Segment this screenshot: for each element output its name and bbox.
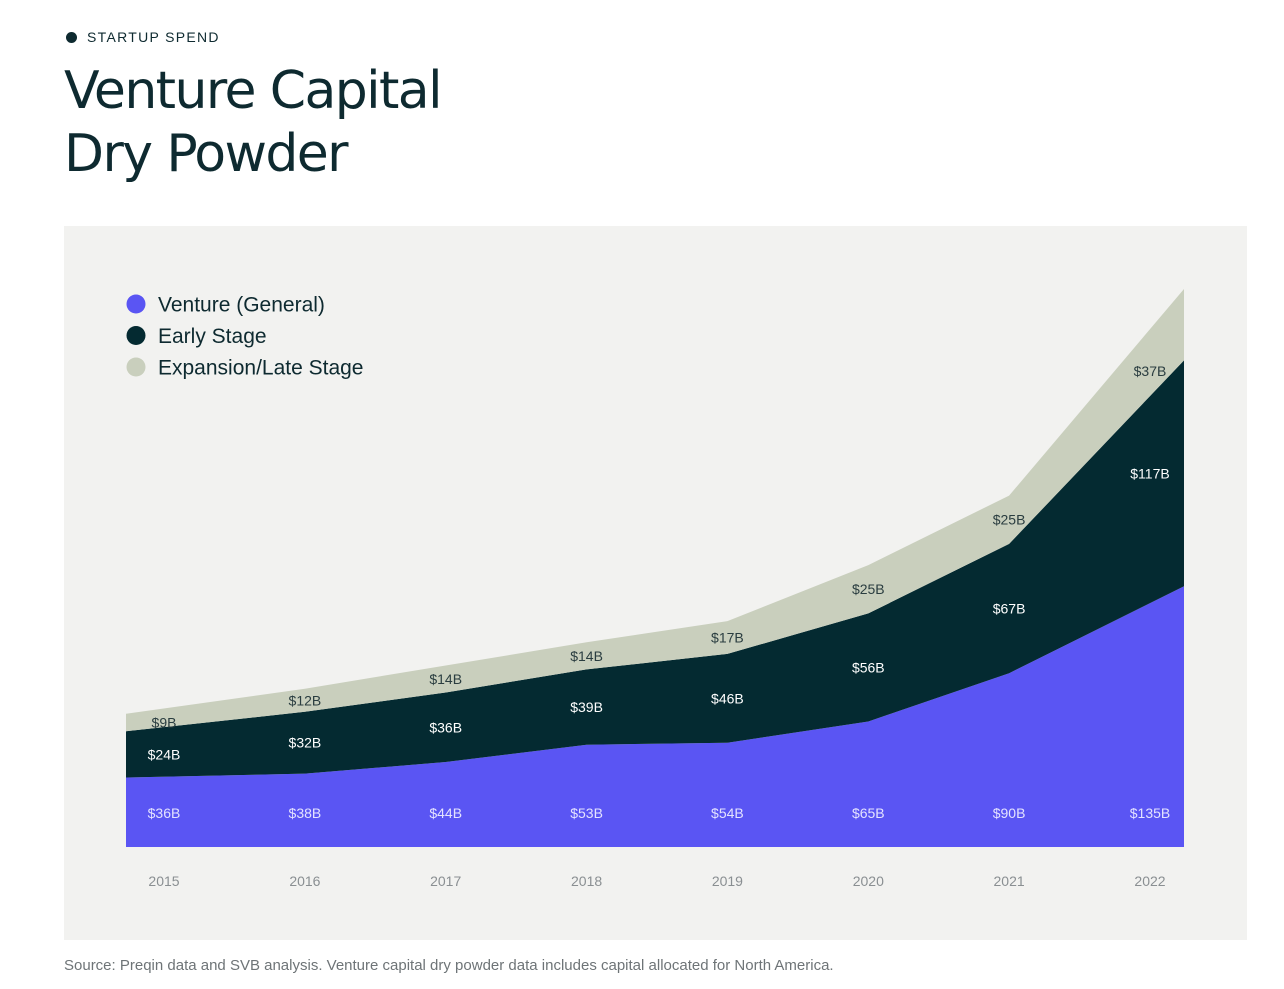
- value-label-venture-general-2015: $36B: [148, 805, 181, 821]
- value-label-early-stage-2018: $39B: [570, 699, 603, 715]
- value-label-expansion-late-stage-2020: $25B: [852, 581, 885, 597]
- area-early-stage: [126, 360, 1184, 778]
- eyebrow-label: STARTUP SPEND: [87, 29, 220, 45]
- value-label-expansion-late-stage-2016: $12B: [289, 692, 322, 708]
- value-label-early-stage-2015: $24B: [148, 746, 181, 762]
- x-tick-label-2022: 2022: [1134, 873, 1165, 889]
- x-tick-label-2019: 2019: [712, 873, 743, 889]
- x-tick-label-2016: 2016: [289, 873, 320, 889]
- legend-swatch-expansion-late-stage: [126, 357, 146, 377]
- chart-title: Venture Capital Dry Powder: [64, 61, 443, 184]
- legend-label-expansion-late-stage: Expansion/Late Stage: [158, 357, 364, 380]
- source-note: Source: Preqin data and SVB analysis. Ve…: [64, 957, 834, 974]
- value-label-venture-general-2019: $54B: [711, 805, 744, 821]
- area-venture-general: [126, 586, 1184, 847]
- value-label-venture-general-2020: $65B: [852, 805, 885, 821]
- stacked-area-chart: $36B $38B $44B $53B $54B $65B $90B $135B $24B $32…: [126, 289, 1184, 889]
- legend-swatch-venture-general: [126, 294, 146, 314]
- value-label-early-stage-2017: $36B: [429, 719, 462, 735]
- value-label-venture-general-2017: $44B: [429, 805, 462, 821]
- value-label-expansion-late-stage-2019: $17B: [711, 630, 744, 646]
- chart-panel: $36B $38B $44B $53B $54B $65B $90B $135B $24B $32…: [64, 226, 1247, 940]
- value-label-venture-general-2021: $90B: [993, 805, 1026, 821]
- eyebrow-dot: [66, 31, 77, 43]
- value-label-expansion-late-stage-2015: $9B: [152, 715, 177, 731]
- value-label-early-stage-2019: $46B: [711, 690, 744, 706]
- value-label-early-stage-2020: $56B: [852, 659, 885, 675]
- x-tick-label-2017: 2017: [430, 873, 461, 889]
- value-label-early-stage-2022: $117B: [1130, 465, 1169, 481]
- value-label-venture-general-2022: $135B: [1130, 805, 1170, 821]
- x-tick-label-2021: 2021: [994, 873, 1025, 889]
- value-label-early-stage-2021: $67B: [993, 601, 1026, 617]
- x-tick-label-2018: 2018: [571, 873, 602, 889]
- value-label-venture-general-2018: $53B: [570, 805, 603, 821]
- legend-label-early-stage: Early Stage: [158, 325, 267, 348]
- value-label-expansion-late-stage-2022: $37B: [1134, 363, 1167, 379]
- area-expansion-late-stage: [126, 289, 1184, 732]
- x-tick-label-2020: 2020: [853, 873, 884, 889]
- value-label-expansion-late-stage-2017: $14B: [429, 671, 462, 687]
- eyebrow: STARTUP SPEND: [66, 29, 220, 45]
- x-tick-label-2015: 2015: [148, 873, 179, 889]
- value-label-early-stage-2016: $32B: [289, 735, 322, 751]
- value-label-venture-general-2016: $38B: [289, 805, 322, 821]
- value-label-expansion-late-stage-2021: $25B: [993, 512, 1026, 528]
- legend-swatch-early-stage: [126, 326, 146, 345]
- value-label-expansion-late-stage-2018: $14B: [570, 648, 603, 664]
- legend-label-venture-general: Venture (General): [158, 294, 325, 317]
